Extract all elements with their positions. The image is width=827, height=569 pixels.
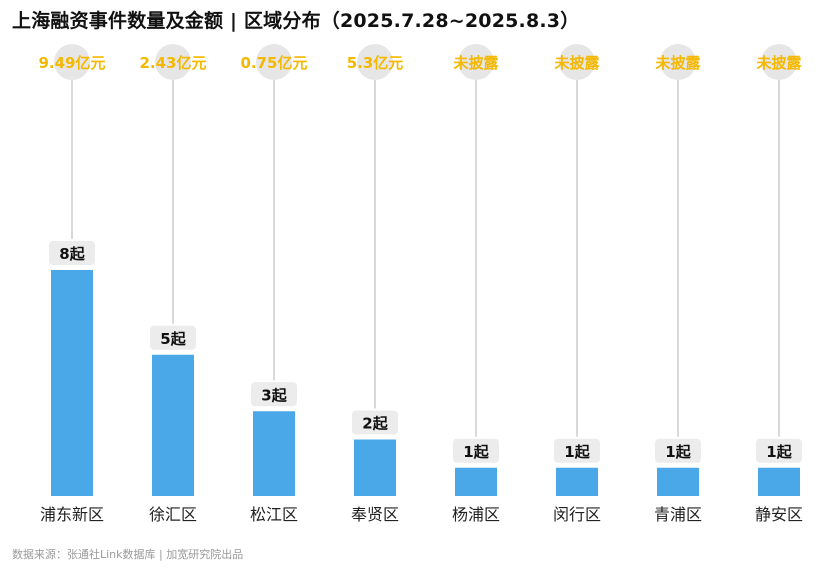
bar	[152, 354, 194, 496]
amount-circle	[559, 44, 595, 80]
category-label: 静安区	[755, 505, 803, 524]
category-label: 青浦区	[654, 505, 702, 524]
bar	[758, 467, 800, 496]
bar	[354, 439, 396, 496]
amount-label: 2.43亿元	[139, 54, 206, 72]
amount-label: 未披露	[654, 54, 701, 72]
count-label-bg	[655, 438, 701, 463]
bar	[657, 467, 699, 496]
count-label: 2起	[362, 415, 388, 433]
data-source-note: 数据来源：张通社Link数据库 | 加宽研究院出品	[12, 548, 244, 561]
bar	[51, 270, 93, 496]
count-label: 3起	[261, 386, 287, 404]
count-label: 1起	[463, 443, 489, 461]
amount-label: 未披露	[553, 54, 600, 72]
category-label: 徐汇区	[149, 505, 197, 524]
amount-label: 未披露	[755, 54, 802, 72]
bar	[455, 467, 497, 496]
count-label-bg	[150, 325, 196, 350]
category-label: 浦东新区	[40, 505, 104, 524]
amount-circle	[54, 44, 90, 80]
amount-circle	[761, 44, 797, 80]
count-label: 1起	[665, 443, 691, 461]
category-label: 杨浦区	[452, 505, 500, 524]
count-label: 1起	[766, 443, 792, 461]
count-label: 8起	[59, 245, 85, 263]
count-label: 5起	[160, 330, 186, 348]
category-label: 奉贤区	[351, 505, 399, 524]
count-label-bg	[251, 382, 297, 407]
amount-circle	[357, 44, 393, 80]
amount-label: 5.3亿元	[347, 54, 404, 72]
category-label: 闵行区	[553, 505, 601, 524]
count-label-bg	[453, 438, 499, 463]
amount-circle	[458, 44, 494, 80]
count-label-bg	[756, 438, 802, 463]
bar	[556, 467, 598, 496]
amount-circle	[660, 44, 696, 80]
category-label: 松江区	[250, 505, 298, 524]
bar	[253, 411, 295, 496]
amount-circle	[155, 44, 191, 80]
count-label-bg	[554, 438, 600, 463]
amount-label: 未披露	[452, 54, 499, 72]
amount-label: 0.75亿元	[240, 54, 307, 72]
count-label-bg	[352, 410, 398, 435]
amount-label: 9.49亿元	[38, 54, 105, 72]
chart-title: 上海融资事件数量及金额 | 区域分布（2025.7.28~2025.8.3）	[12, 10, 580, 32]
count-label-bg	[49, 241, 95, 265]
amount-circle	[256, 44, 292, 80]
count-label: 1起	[564, 443, 590, 461]
